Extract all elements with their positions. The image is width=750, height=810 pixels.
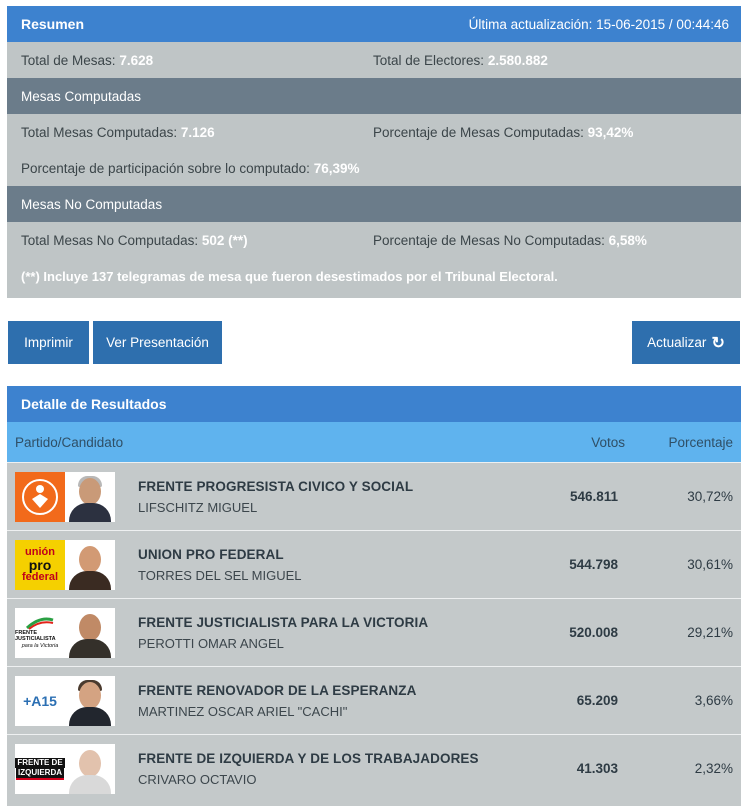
pct-computadas-value: 93,42%: [587, 124, 634, 140]
votes-value: 65.209: [576, 693, 618, 708]
detalle-header: Detalle de Resultados: [7, 386, 741, 422]
total-electores: Total de Electores: 2.580.882: [373, 52, 548, 68]
computadas-row: Total Mesas Computadas: 7.126 Porcentaje…: [7, 114, 741, 150]
fjpv-logo-icon: [25, 617, 54, 631]
pct-no-computadas-value: 6,58%: [608, 232, 647, 248]
view-presentation-button[interactable]: Ver Presentación: [93, 321, 222, 364]
result-row: FRENTE JUSTICIALISTA para la Victoria FR…: [7, 598, 741, 666]
col-votos: Votos: [591, 434, 625, 450]
candidate-photo: [65, 743, 115, 794]
refresh-icon: ↻: [711, 334, 725, 352]
total-electores-value: 2.580.882: [487, 52, 548, 68]
no-computadas-header: Mesas No Computadas: [7, 186, 741, 222]
fpcys-logo-icon: [22, 478, 58, 515]
participacion-value: 76,39%: [313, 160, 360, 176]
total-mesas-value: 7.628: [119, 52, 154, 68]
pct-computadas: Porcentaje de Mesas Computadas: 93,42%: [373, 124, 634, 140]
computadas-header: Mesas Computadas: [7, 78, 741, 114]
candidate-name: PEROTTI OMAR ANGEL: [138, 635, 284, 651]
candidate-photo: [65, 675, 115, 726]
results-column-header: Partido/Candidato Votos Porcentaje: [7, 422, 741, 462]
refresh-button-label: Actualizar: [647, 335, 707, 350]
footnote: (**) Incluye 137 telegramas de mesa que …: [21, 268, 558, 284]
note-row: (**) Incluye 137 telegramas de mesa que …: [7, 258, 741, 294]
votes-value: 520.008: [569, 625, 618, 640]
resumen-panel: Resumen Última actualización: 15-06-2015…: [7, 6, 741, 298]
total-no-computadas-value: 502 (**): [201, 232, 248, 248]
party-logo: FRENTE DE IZQUIERDA: [15, 743, 65, 794]
candidate-name: TORRES DEL SEL MIGUEL: [138, 567, 302, 583]
refresh-button[interactable]: Actualizar ↻: [632, 321, 740, 364]
votes-value: 546.811: [569, 489, 618, 504]
candidate-photo: [65, 471, 115, 522]
totals-row: Total de Mesas: 7.628 Total de Electores…: [7, 42, 741, 78]
party-logo: +A15: [15, 675, 65, 726]
party-name: UNION PRO FEDERAL: [138, 546, 284, 562]
no-computadas-row: Total Mesas No Computadas: 502 (**) Porc…: [7, 222, 741, 258]
result-row: +A15 FRENTE RENOVADOR DE LA ESPERANZA MA…: [7, 666, 741, 734]
party-logo: unión pro federal: [15, 539, 65, 590]
candidate-name: MARTINEZ OSCAR ARIEL "CACHI": [138, 703, 348, 719]
party-name: FRENTE RENOVADOR DE LA ESPERANZA: [138, 682, 417, 698]
pct-no-computadas: Porcentaje de Mesas No Computadas: 6,58%: [373, 232, 647, 248]
result-row: FRENTE PROGRESISTA CIVICO Y SOCIAL LIFSC…: [7, 462, 741, 530]
resumen-header: Resumen Última actualización: 15-06-2015…: [7, 6, 741, 42]
votes-value: 544.798: [569, 557, 618, 572]
col-porcentaje: Porcentaje: [668, 434, 733, 450]
party-logo: FRENTE JUSTICIALISTA para la Victoria: [15, 607, 65, 658]
party-name: FRENTE PROGRESISTA CIVICO Y SOCIAL: [138, 478, 414, 494]
percentage-value: 30,61%: [687, 557, 733, 572]
print-button[interactable]: Imprimir: [8, 321, 89, 364]
detalle-title: Detalle de Resultados: [21, 396, 167, 412]
result-row: FRENTE DE IZQUIERDA FRENTE DE IZQUIERDA …: [7, 734, 741, 802]
party-name: FRENTE JUSTICIALISTA PARA LA VICTORIA: [138, 614, 429, 630]
percentage-value: 2,32%: [694, 761, 733, 776]
party-logo: [15, 471, 65, 522]
total-mesas: Total de Mesas: 7.628: [21, 52, 154, 68]
result-row: unión pro federal UNION PRO FEDERAL TORR…: [7, 530, 741, 598]
col-partido: Partido/Candidato: [15, 434, 124, 450]
total-computadas-value: 7.126: [180, 124, 215, 140]
party-name: FRENTE DE IZQUIERDA Y DE LOS TRABAJADORE…: [138, 750, 479, 766]
votes-value: 41.303: [576, 761, 618, 776]
last-update-timestamp: Última actualización: 15-06-2015 / 00:44…: [468, 16, 729, 32]
candidate-photo: [65, 607, 115, 658]
candidate-name: CRIVARO OCTAVIO: [138, 771, 257, 787]
percentage-value: 29,21%: [687, 625, 733, 640]
participacion: Porcentaje de participación sobre lo com…: [21, 160, 360, 176]
detalle-panel: Detalle de Resultados Partido/Candidato …: [7, 386, 741, 806]
percentage-value: 30,72%: [687, 489, 733, 504]
resumen-title: Resumen: [21, 16, 85, 32]
total-no-computadas: Total Mesas No Computadas: 502 (**): [21, 232, 248, 248]
percentage-value: 3,66%: [694, 693, 733, 708]
participacion-row: Porcentaje de participación sobre lo com…: [7, 150, 741, 186]
total-computadas: Total Mesas Computadas: 7.126: [21, 124, 215, 140]
candidate-photo: [65, 539, 115, 590]
candidate-name: LIFSCHITZ MIGUEL: [138, 499, 258, 515]
